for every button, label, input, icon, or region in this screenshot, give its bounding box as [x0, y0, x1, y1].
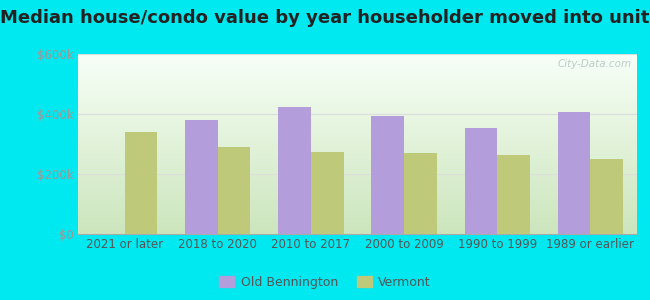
Bar: [558, 112, 590, 234]
Bar: [311, 152, 343, 234]
Bar: [465, 128, 497, 234]
Bar: [590, 159, 623, 234]
Legend: Old Bennington, Vermont: Old Bennington, Vermont: [214, 271, 436, 294]
Text: Median house/condo value by year householder moved into unit: Median house/condo value by year househo…: [0, 9, 650, 27]
Bar: [497, 155, 530, 234]
Bar: [372, 116, 404, 234]
Bar: [278, 106, 311, 234]
Bar: [185, 120, 218, 234]
Bar: [404, 153, 437, 234]
Text: City-Data.com: City-Data.com: [557, 59, 631, 69]
Bar: [218, 147, 250, 234]
Bar: [125, 132, 157, 234]
